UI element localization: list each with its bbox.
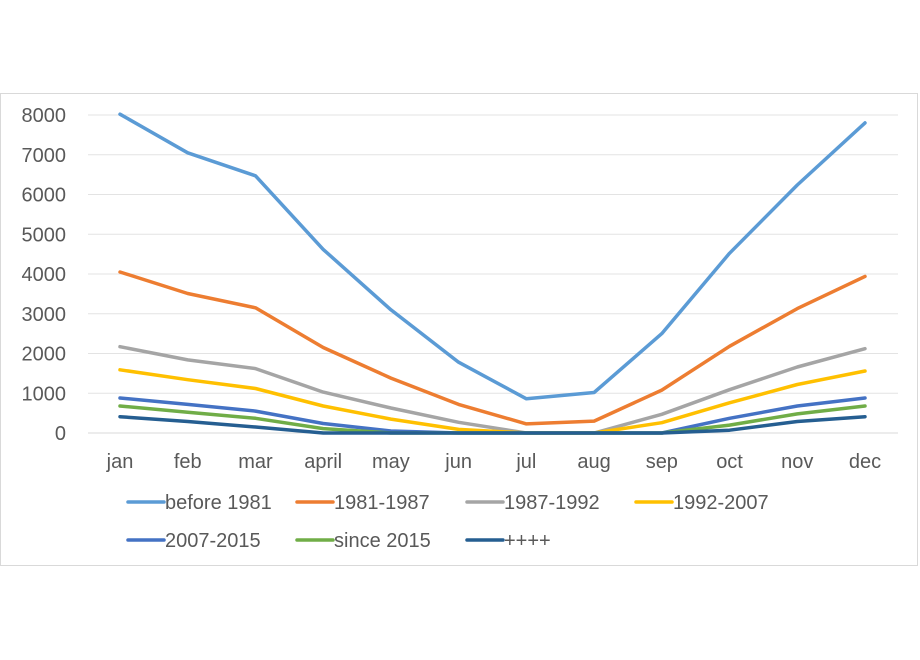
y-tick-label: 2000 bbox=[22, 344, 67, 366]
series-line-1 bbox=[118, 270, 867, 426]
y-tick-label: 1000 bbox=[22, 383, 67, 405]
legend-label-6: ++++ bbox=[504, 530, 551, 552]
x-axis-tick-labels: jan feb mar april may jun jul aug sep oct nov dec bbox=[106, 451, 881, 473]
legend-label-2: 1987-1992 bbox=[504, 492, 600, 514]
x-tick-label: april bbox=[304, 451, 342, 473]
legend-label-1: 1981-1987 bbox=[334, 492, 430, 514]
x-tick-label: jul bbox=[515, 451, 536, 473]
legend-label-0: before 1981 bbox=[165, 492, 272, 514]
x-tick-label: oct bbox=[716, 451, 743, 473]
legend: before 1981 1981-1987 1987-1992 1992-2007 20… bbox=[126, 492, 769, 552]
y-tick-label: 5000 bbox=[22, 224, 67, 246]
x-tick-label: jan bbox=[106, 451, 134, 473]
y-tick-label: 0 bbox=[55, 423, 66, 445]
x-tick-label: dec bbox=[849, 451, 881, 473]
x-tick-label: may bbox=[372, 451, 410, 473]
x-tick-label: jun bbox=[444, 451, 472, 473]
x-tick-label: sep bbox=[646, 451, 678, 473]
series-line-3 bbox=[118, 368, 867, 435]
legend-label-4: 2007-2015 bbox=[165, 530, 261, 552]
y-tick-label: 6000 bbox=[22, 185, 67, 207]
x-tick-label: aug bbox=[577, 451, 610, 473]
legend-label-5: since 2015 bbox=[334, 530, 431, 552]
y-tick-label: 7000 bbox=[22, 145, 67, 167]
series-line-0 bbox=[118, 112, 867, 401]
series-lines bbox=[118, 112, 867, 435]
series-line-6 bbox=[118, 414, 867, 435]
y-axis-tick-labels: 0 1000 2000 3000 4000 5000 6000 7000 8000 bbox=[22, 105, 67, 445]
legend-label-3: 1992-2007 bbox=[673, 492, 769, 514]
y-tick-label: 8000 bbox=[22, 105, 67, 127]
x-tick-label: nov bbox=[781, 451, 813, 473]
x-tick-label: feb bbox=[174, 451, 202, 473]
y-tick-label: 4000 bbox=[22, 264, 67, 286]
y-tick-label: 3000 bbox=[22, 304, 67, 326]
chart-area bbox=[0, 93, 918, 566]
series-line-2 bbox=[118, 344, 867, 435]
x-tick-label: mar bbox=[238, 451, 273, 473]
gridlines bbox=[88, 114, 898, 434]
